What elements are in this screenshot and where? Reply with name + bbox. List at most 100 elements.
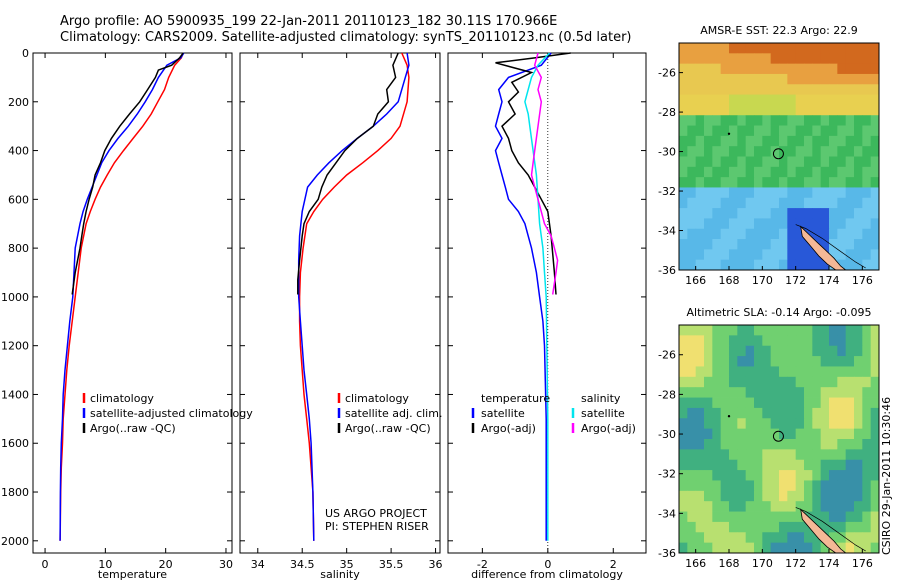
sst-map-cell bbox=[712, 104, 722, 116]
sst-map-cell bbox=[870, 43, 880, 54]
sla-map-cell bbox=[870, 335, 880, 347]
sst-map-cell bbox=[737, 146, 747, 157]
sst-map-cell bbox=[854, 135, 863, 147]
sst-map-cell bbox=[737, 156, 747, 168]
sla-map-cell bbox=[679, 439, 688, 450]
sla-map-cell bbox=[779, 356, 788, 367]
sla-map-cell bbox=[679, 418, 688, 430]
sla-map-cell bbox=[820, 387, 830, 398]
sla-map-cell bbox=[729, 418, 738, 430]
sla-map-cell bbox=[745, 532, 755, 544]
sst-map-cell bbox=[795, 53, 805, 65]
sst-map-cell bbox=[729, 135, 738, 147]
sst-map-cell bbox=[829, 53, 838, 65]
sst-map-cell bbox=[837, 63, 847, 75]
sst-map-cell bbox=[770, 228, 780, 240]
sla-map-cell bbox=[820, 480, 830, 492]
sst-map-cell bbox=[862, 104, 872, 116]
sla-map-cell bbox=[862, 356, 872, 367]
sla-map-cell bbox=[679, 490, 688, 502]
sst-map-cell bbox=[737, 115, 747, 126]
sla-map-cell bbox=[779, 325, 788, 336]
sla-map-cell bbox=[720, 501, 730, 512]
sla-map-cell bbox=[762, 439, 772, 450]
lat-tick-label: -36 bbox=[658, 264, 676, 277]
sla-map-cell bbox=[704, 501, 713, 512]
difference-xtick-label: 2 bbox=[610, 558, 617, 571]
sla-map-cell bbox=[795, 490, 805, 502]
sst-map-cell bbox=[854, 84, 863, 95]
sla-map-cell bbox=[804, 356, 813, 367]
sst-map-cell bbox=[845, 218, 855, 230]
sst-map-cell bbox=[795, 156, 805, 168]
sst-map-cell bbox=[779, 63, 788, 75]
sst-map-cell bbox=[845, 104, 855, 116]
sla-map-cell bbox=[737, 376, 747, 388]
sst-map-cell bbox=[737, 166, 747, 178]
sla-map-cell bbox=[845, 542, 855, 554]
sst-map-cell bbox=[812, 197, 822, 209]
sst-map-cell bbox=[837, 218, 847, 230]
sst-map-cell bbox=[804, 208, 813, 219]
sla-map-cell bbox=[787, 459, 797, 471]
sla-map-cell bbox=[770, 480, 780, 492]
sla-map-cell bbox=[862, 325, 872, 336]
sst-map-cell bbox=[704, 43, 713, 54]
sla-map-cell bbox=[712, 376, 722, 388]
sst-map-cell bbox=[854, 63, 863, 75]
sst-map-cell bbox=[787, 53, 797, 65]
sla-map-cell bbox=[870, 428, 880, 440]
sla-map-cell bbox=[745, 521, 755, 533]
sst-map-cell bbox=[845, 73, 855, 85]
sst-map-cell bbox=[712, 73, 722, 85]
sst-map-cell bbox=[854, 249, 863, 261]
sla-map-cell bbox=[812, 449, 822, 461]
sla-map-cell bbox=[804, 407, 813, 419]
sst-map-cell bbox=[829, 166, 838, 178]
sst-map-cell bbox=[854, 156, 863, 168]
sst-map-cell bbox=[687, 115, 697, 126]
sst-map-cell bbox=[762, 63, 772, 75]
sla-map-cell bbox=[837, 335, 847, 347]
sst-map-cell bbox=[870, 208, 880, 219]
sst-map-cell bbox=[729, 53, 738, 65]
sla-map-cell bbox=[870, 366, 880, 378]
sla-map-cell bbox=[687, 470, 697, 481]
sst-map-cell bbox=[720, 84, 730, 95]
sla-map-cell bbox=[754, 532, 763, 544]
sst-map-cell bbox=[829, 177, 838, 188]
sla-map-cell bbox=[779, 490, 788, 502]
sla-map-cell bbox=[679, 356, 688, 367]
sla-map-cell bbox=[795, 356, 805, 367]
sla-map-cell bbox=[687, 459, 697, 471]
sst-map-cell bbox=[820, 104, 830, 116]
sst-map-cell bbox=[804, 197, 813, 209]
sst-map-cell bbox=[854, 115, 863, 126]
sst-map-cell bbox=[687, 156, 697, 168]
sla-map-cell bbox=[695, 480, 705, 492]
lon-tick-label: 166 bbox=[685, 557, 706, 570]
sst-map-cell bbox=[829, 156, 838, 168]
sla-map-cell bbox=[695, 356, 705, 367]
sla-map-cell bbox=[862, 449, 872, 461]
sst-map-cell bbox=[854, 104, 863, 116]
sla-map-cell bbox=[737, 449, 747, 461]
sla-map-cell bbox=[712, 335, 722, 347]
sst-map-cell bbox=[787, 63, 797, 75]
sst-map-cell bbox=[787, 197, 797, 209]
sst-map-cell bbox=[745, 228, 755, 240]
sla-map-cell bbox=[712, 532, 722, 544]
sst-map-cell bbox=[712, 135, 722, 147]
sst-map-cell bbox=[829, 218, 838, 230]
sst-map-cell bbox=[754, 166, 763, 178]
sla-map-cell bbox=[787, 387, 797, 398]
sst-map-cell bbox=[762, 177, 772, 188]
sst-map-cell bbox=[795, 259, 805, 271]
sst-map-cell bbox=[795, 63, 805, 75]
sla-map-cell bbox=[820, 397, 830, 409]
sst-map-cell bbox=[679, 135, 688, 147]
sla-map-cell bbox=[787, 356, 797, 367]
sst-map-cell bbox=[845, 146, 855, 157]
sla-map-cell bbox=[804, 376, 813, 388]
sst-map-cell bbox=[679, 43, 688, 54]
